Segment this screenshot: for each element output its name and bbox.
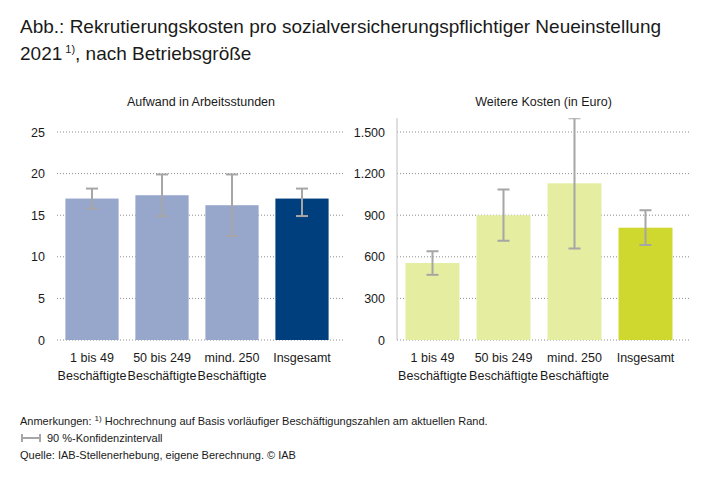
tick-label: 1.200 — [354, 167, 385, 181]
error-cap — [86, 208, 98, 210]
grid-line — [57, 132, 345, 133]
tick-label: 1.500 — [354, 126, 385, 140]
notes: Anmerkungen: 1) Hochrechnung auf Basis v… — [20, 414, 488, 427]
legend-cap — [21, 434, 23, 442]
marks — [65, 174, 328, 340]
tick-label: 10 — [31, 250, 45, 264]
category-line: Beschäftigte — [128, 369, 197, 383]
error-cap — [156, 215, 168, 217]
panel: Aufwand in Arbeitsstunden 0 5 10 15 20 25 1 bis… — [31, 95, 345, 383]
tick-label: 25 — [31, 126, 45, 140]
title-line2: 20211), nach Betriebsgröße — [20, 43, 251, 64]
error-bar — [640, 210, 652, 245]
error-cap — [296, 188, 308, 190]
error-cap — [640, 209, 652, 211]
error-cap — [427, 274, 439, 276]
category-line: Beschäftigte — [398, 369, 467, 383]
tick-label: 0 — [38, 334, 45, 348]
title-rest: , nach Betriebsgröße — [75, 43, 251, 64]
error-cap — [498, 240, 510, 242]
category-label: 1 bis 49 Beschäftigte — [58, 351, 127, 383]
bar — [65, 199, 118, 340]
error-cap — [569, 247, 581, 249]
tick-label: 0 — [378, 334, 385, 348]
category-label: 50 bis 249 Beschäftigte — [128, 351, 197, 383]
category-line: 50 bis 249 — [475, 351, 533, 365]
error-cap — [640, 244, 652, 246]
category-line: mind. 250 — [547, 351, 602, 365]
legend: 90 %-Konfidenzintervall — [22, 432, 163, 444]
grid-line — [397, 132, 690, 133]
error-bar — [498, 190, 510, 241]
error-line — [574, 118, 576, 248]
category-label: mind. 250 Beschäftigte — [198, 351, 267, 383]
error-line — [231, 174, 233, 236]
error-line — [503, 190, 505, 241]
category-label: mind. 250 Beschäftigte — [540, 351, 609, 383]
title-year: 2021 — [20, 43, 62, 64]
error-bar — [427, 251, 439, 275]
category-line: Insgesamt — [273, 351, 331, 365]
legend-cap — [39, 434, 41, 442]
bar — [406, 263, 460, 340]
category-line: 1 bis 49 — [70, 351, 114, 365]
category-label: Insgesamt — [617, 351, 675, 365]
error-cap — [569, 118, 581, 119]
category-line: Beschäftigte — [58, 369, 127, 383]
category-label: 50 bis 249 Beschäftigte — [469, 351, 538, 383]
legend-label: 90 %-Konfidenzintervall — [47, 432, 163, 444]
error-bar — [226, 174, 238, 236]
panel-title: Weitere Kosten (in Euro) — [475, 95, 612, 109]
category-line: Insgesamt — [617, 351, 675, 365]
axis-line — [397, 118, 398, 340]
tick-label: 300 — [364, 292, 385, 306]
footnote-mark: 1) — [65, 43, 75, 55]
category-line: 1 bis 49 — [411, 351, 455, 365]
marks — [406, 118, 673, 340]
panel-title: Aufwand in Arbeitsstunden — [127, 95, 275, 109]
tick-label: 900 — [364, 209, 385, 223]
figure: Abb.: Rekrutierungskosten pro sozialvers… — [0, 0, 710, 477]
error-cap — [226, 235, 238, 237]
error-line — [301, 189, 303, 216]
error-cap — [498, 189, 510, 191]
error-cap — [296, 215, 308, 217]
category-line: Beschäftigte — [469, 369, 538, 383]
tick-label: 5 — [38, 292, 45, 306]
grid-line — [397, 173, 690, 174]
error-cap — [427, 250, 439, 252]
error-bar — [569, 118, 581, 248]
category-label: 1 bis 49 Beschäftigte — [398, 351, 467, 383]
bar — [275, 199, 328, 340]
error-cap — [226, 173, 238, 175]
error-bar — [296, 189, 308, 216]
notes-prefix: Anmerkungen: — [20, 415, 95, 427]
error-line — [645, 210, 647, 245]
category-label: Insgesamt — [273, 351, 331, 365]
bar — [619, 228, 673, 340]
notes-text: Hochrechnung auf Basis vorläufiger Besch… — [102, 415, 488, 427]
error-bar — [86, 189, 98, 209]
tick-label: 15 — [31, 209, 45, 223]
title: Abb.: Rekrutierungskosten pro sozialvers… — [20, 16, 661, 37]
tick-label: 20 — [31, 167, 45, 181]
category-line: Beschäftigte — [540, 369, 609, 383]
bar — [135, 195, 188, 340]
source: Quelle: IAB-Stellenerhebung, eigene Bere… — [20, 449, 296, 461]
error-line — [161, 174, 163, 216]
category-line: Beschäftigte — [198, 369, 267, 383]
error-cap — [156, 173, 168, 175]
error-bar — [156, 174, 168, 216]
error-cap — [86, 188, 98, 190]
grid-line — [57, 173, 345, 174]
category-line: mind. 250 — [205, 351, 260, 365]
category-line: 50 bis 249 — [133, 351, 191, 365]
error-line — [432, 251, 434, 275]
tick-label: 600 — [364, 250, 385, 264]
legend-line — [22, 437, 40, 439]
panel: Weitere Kosten (in Euro) 0 300 600 900 1.200 1… — [354, 95, 690, 383]
error-line — [91, 189, 93, 209]
